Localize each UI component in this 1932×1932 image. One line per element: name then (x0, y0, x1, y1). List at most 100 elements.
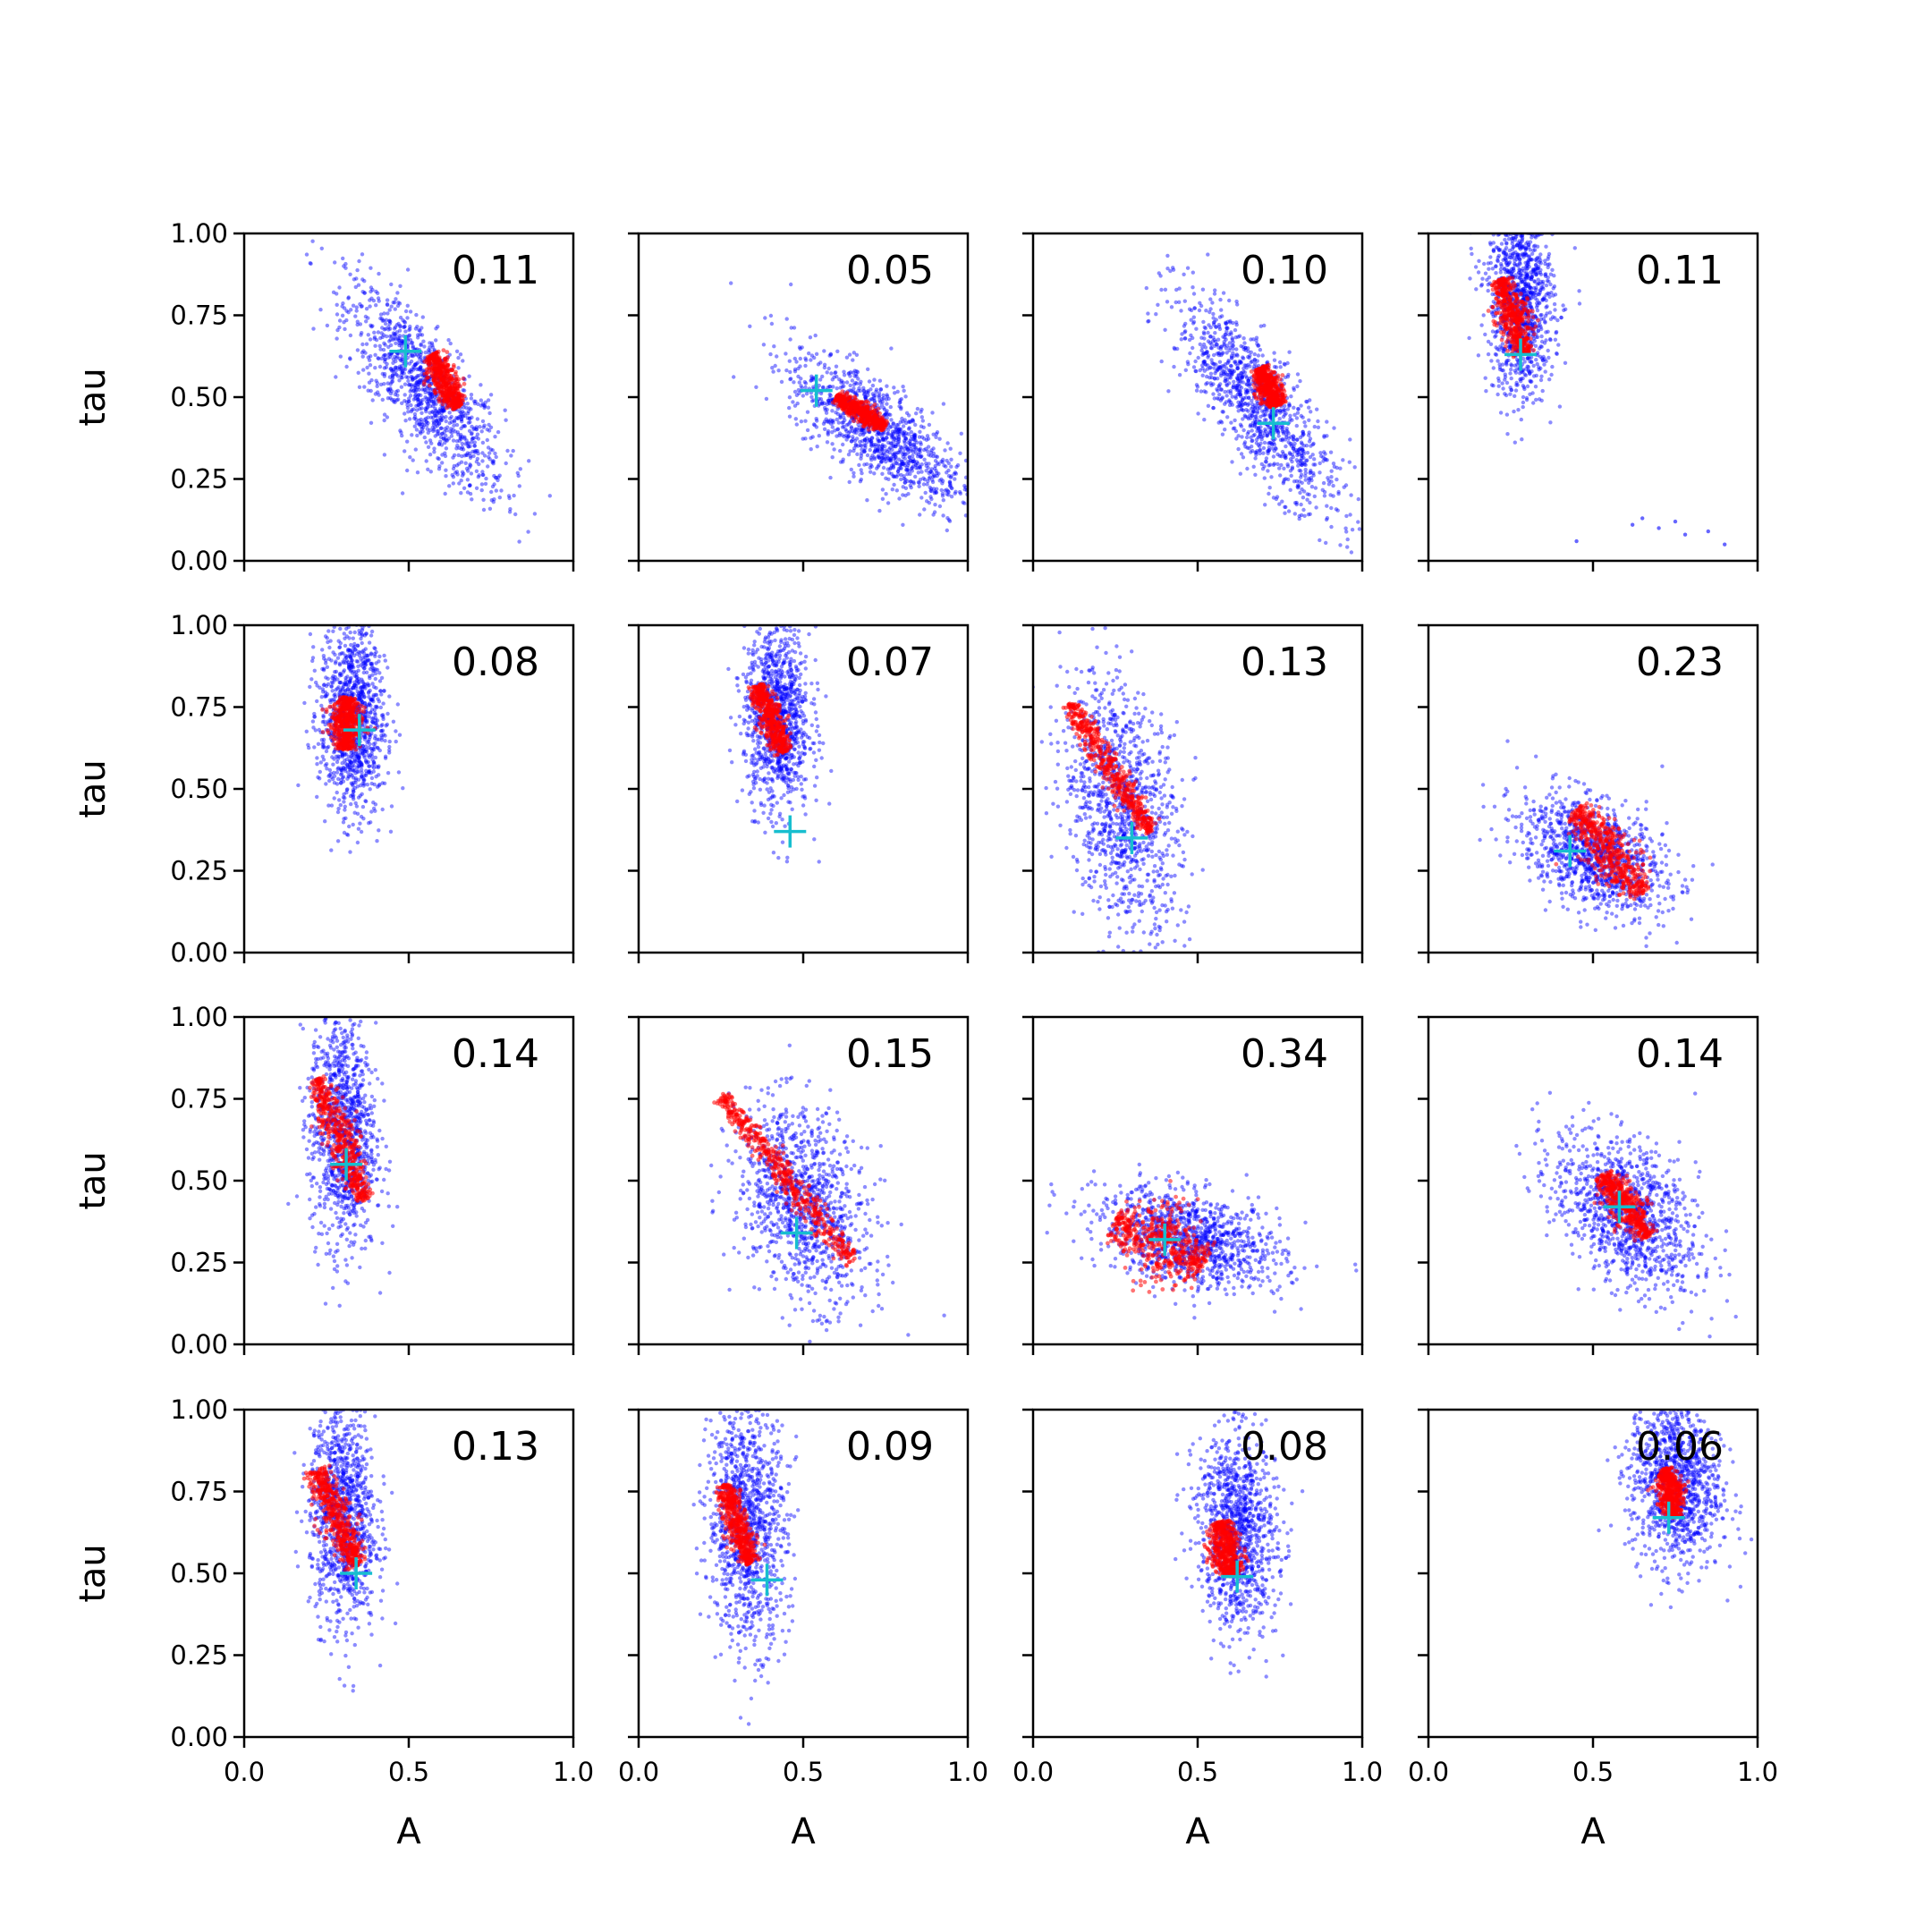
sample-point (901, 385, 905, 389)
sample-point (1244, 363, 1249, 368)
sample-point (868, 465, 872, 470)
sample-point (337, 318, 343, 323)
sample-point (1242, 442, 1247, 446)
sample-point (1331, 494, 1335, 498)
sample-point (443, 440, 447, 445)
sample-point (389, 367, 394, 371)
sample-point (360, 354, 365, 359)
sample-point (1253, 421, 1258, 426)
sample-point (1280, 438, 1285, 443)
sample-point (929, 470, 935, 475)
sample-point (1231, 385, 1235, 390)
sample-point (1284, 433, 1289, 437)
sample-point (894, 488, 899, 493)
sample-point (893, 458, 898, 463)
sample-point (1248, 382, 1253, 386)
sample-point (894, 428, 899, 432)
sample-point (1267, 413, 1272, 419)
sample-point (1264, 456, 1269, 461)
sample-point (494, 454, 498, 460)
sample-point (886, 470, 892, 475)
sample-point (909, 466, 914, 471)
sample-point (412, 424, 417, 428)
sample-point (1244, 408, 1249, 412)
sample-point (854, 427, 859, 432)
sample-point (1258, 441, 1263, 445)
sample-point (417, 380, 422, 385)
sample-point (465, 490, 470, 495)
sample-point (917, 480, 921, 485)
sample-point (926, 465, 930, 470)
sample-point (1277, 417, 1282, 421)
sample-point (1298, 435, 1303, 440)
sample-point (1278, 411, 1283, 415)
sample-point (418, 367, 422, 371)
sample-point (859, 379, 863, 384)
sample-point (1263, 503, 1267, 507)
sample-point (871, 394, 877, 398)
sample-point (794, 393, 800, 397)
sample-point (878, 387, 884, 392)
sample-point (1298, 462, 1303, 466)
sample-point (918, 446, 923, 451)
ridge-point (442, 379, 446, 385)
sample-point (1198, 368, 1202, 373)
sample-point (395, 366, 400, 370)
sample-point (447, 411, 452, 415)
sample-point (409, 369, 413, 374)
sample-point (419, 402, 423, 406)
sample-point (452, 419, 457, 424)
sample-point (1196, 355, 1200, 360)
sample-point (409, 359, 414, 364)
sample-point (1286, 372, 1291, 377)
sample-point (885, 409, 889, 413)
sample-point (493, 435, 497, 439)
sample-point (1285, 375, 1291, 379)
sample-point (1267, 430, 1272, 435)
sample-point (1227, 348, 1232, 352)
sample-point (355, 319, 360, 324)
sample-point (905, 451, 911, 455)
sample-point (809, 353, 815, 358)
sample-point (470, 449, 475, 454)
ridge-point (435, 376, 439, 381)
sample-point (527, 459, 531, 463)
sample-point (408, 394, 413, 398)
sample-point (809, 394, 814, 399)
sample-point (1205, 349, 1209, 354)
sample-point (900, 416, 904, 421)
ridge-point (1267, 396, 1273, 402)
sample-point (1255, 411, 1259, 415)
sample-point (957, 489, 962, 495)
sample-point (1239, 343, 1243, 349)
sample-point (945, 441, 950, 445)
sample-point (370, 324, 375, 328)
ridge-point (1275, 402, 1280, 407)
sample-point (869, 387, 873, 392)
sample-point (425, 423, 429, 428)
panel-points (304, 239, 552, 544)
sample-point (907, 413, 911, 418)
sample-point (447, 484, 452, 488)
ridge-point (453, 371, 458, 377)
sample-point (1220, 368, 1224, 372)
sample-point (410, 377, 415, 381)
sample-point (867, 437, 872, 442)
sample-point (386, 355, 391, 360)
sample-point (1349, 493, 1353, 497)
sample-point (1214, 318, 1218, 322)
sample-point (369, 289, 373, 294)
sample-point (411, 388, 417, 393)
sample-point (456, 453, 461, 458)
sample-point (415, 397, 420, 402)
sample-point (378, 316, 383, 321)
sample-point (1286, 509, 1292, 513)
sample-point (1243, 387, 1249, 392)
sample-point (902, 429, 907, 435)
sample-point (1192, 306, 1197, 310)
sample-point (427, 396, 431, 401)
ridge-point (1274, 384, 1279, 389)
sample-point (1296, 448, 1301, 453)
sample-point (428, 341, 432, 345)
sample-point (1219, 308, 1224, 312)
